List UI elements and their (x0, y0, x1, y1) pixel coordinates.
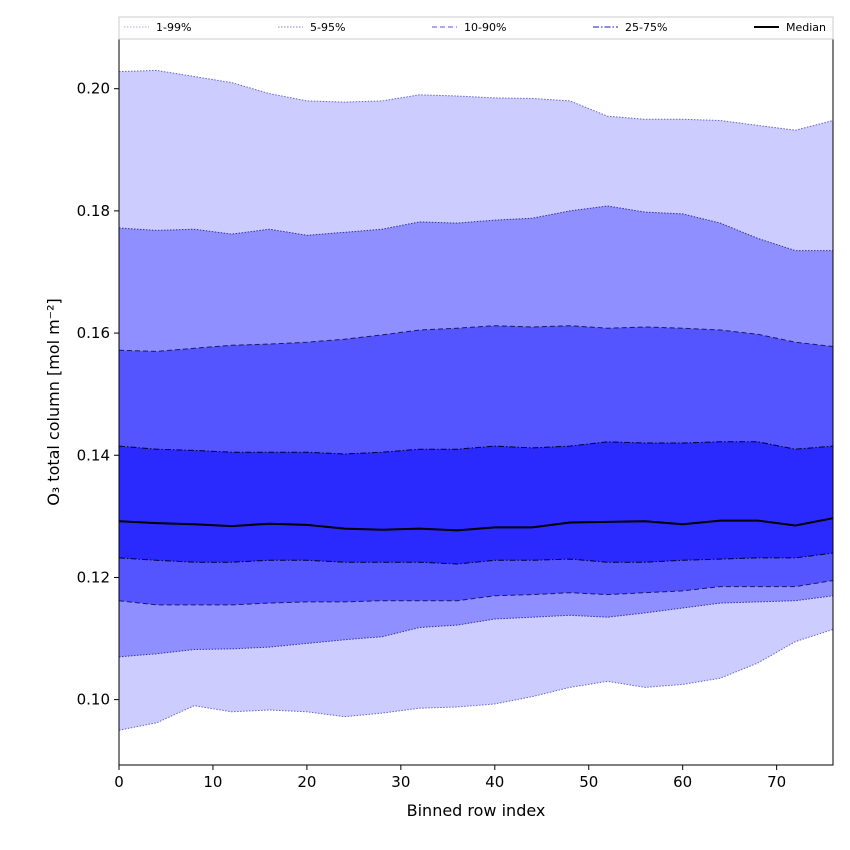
band-10-90%-upper-edge (118, 325, 834, 352)
band-25-75% (119, 441, 833, 564)
y-tick-label: 0.12 (77, 568, 110, 586)
x-tick-label: 40 (485, 773, 504, 791)
y-tick-label: 0.20 (77, 80, 110, 98)
plot-area (118, 37, 834, 766)
legend-label: Median (786, 21, 826, 34)
band-1-99%-lower-edge (118, 628, 834, 731)
x-tick-label: 20 (297, 773, 316, 791)
legend-label: 10-90% (464, 21, 506, 34)
legend-label: 25-75% (625, 21, 667, 34)
median-line (118, 517, 834, 532)
x-tick-label: 50 (579, 773, 598, 791)
y-tick-label: 0.18 (77, 202, 110, 220)
legend-items: 1-99% 5-95% 10-90% 25-75% Median (124, 21, 826, 34)
y-axis: 0.10 0.12 0.14 0.16 0.18 0.20 (77, 80, 119, 709)
band-25-75%-upper-edge (118, 441, 834, 455)
x-tick-label: 60 (673, 773, 692, 791)
legend-label: 5-95% (310, 21, 345, 34)
x-tick-label: 70 (767, 773, 786, 791)
x-tick-label: 0 (114, 773, 124, 791)
legend-box (118, 16, 834, 40)
y-tick-label: 0.14 (77, 446, 110, 464)
legend: 1-99% 5-95% 10-90% 25-75% Median (118, 16, 834, 40)
x-tick-label: 10 (203, 773, 222, 791)
band-25-75%-lower-edge (118, 552, 834, 565)
x-axis: 0 10 20 30 40 50 60 70 (114, 765, 786, 791)
band-10-90%-lower-edge (118, 580, 834, 606)
y-tick-label: 0.10 (77, 691, 110, 709)
percentile-bands (118, 69, 834, 731)
band-1-99%-upper-edge (118, 69, 834, 131)
y-axis-label: O₃ total column [mol m⁻²] (44, 298, 63, 506)
x-tick-label: 30 (391, 773, 410, 791)
legend-label: 1-99% (156, 21, 191, 34)
y-tick-label: 0.16 (77, 324, 110, 342)
median-series (118, 517, 834, 532)
x-axis-label: Binned row index (407, 801, 546, 820)
